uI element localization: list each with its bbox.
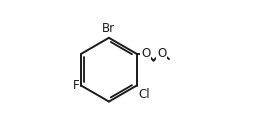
Text: O: O	[157, 47, 166, 60]
Text: Cl: Cl	[139, 88, 150, 101]
Text: O: O	[141, 47, 150, 60]
Text: Br: Br	[102, 22, 116, 35]
Text: F: F	[73, 79, 79, 92]
